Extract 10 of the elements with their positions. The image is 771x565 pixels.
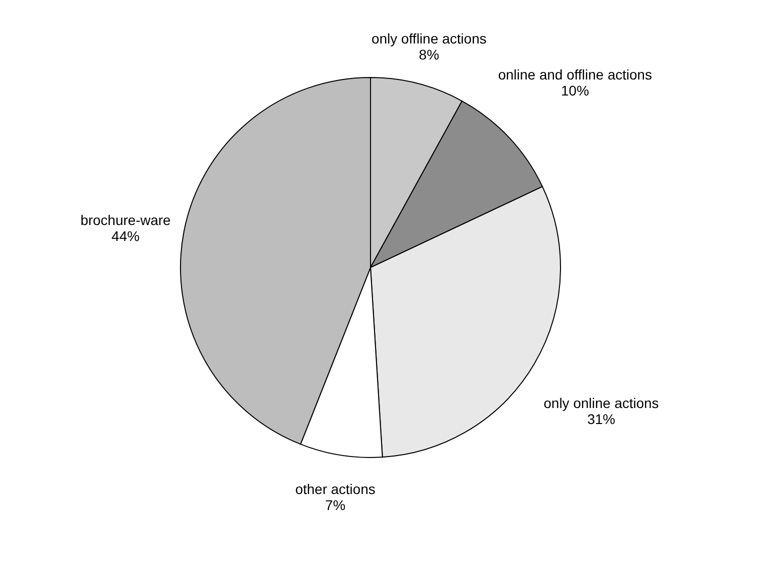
slice-label: brochure-ware	[80, 212, 171, 228]
data-label: 44%	[112, 228, 140, 244]
slice-label: online and offline actions	[498, 66, 652, 82]
slice-label: other actions	[295, 480, 376, 497]
slice-label: only online actions	[544, 394, 659, 411]
slice-label: only offline actions	[372, 30, 486, 47]
data-label: 31%	[587, 410, 616, 427]
data-label: 8%	[418, 46, 440, 63]
data-label: 7%	[325, 496, 346, 513]
data-label: 10%	[561, 82, 590, 98]
